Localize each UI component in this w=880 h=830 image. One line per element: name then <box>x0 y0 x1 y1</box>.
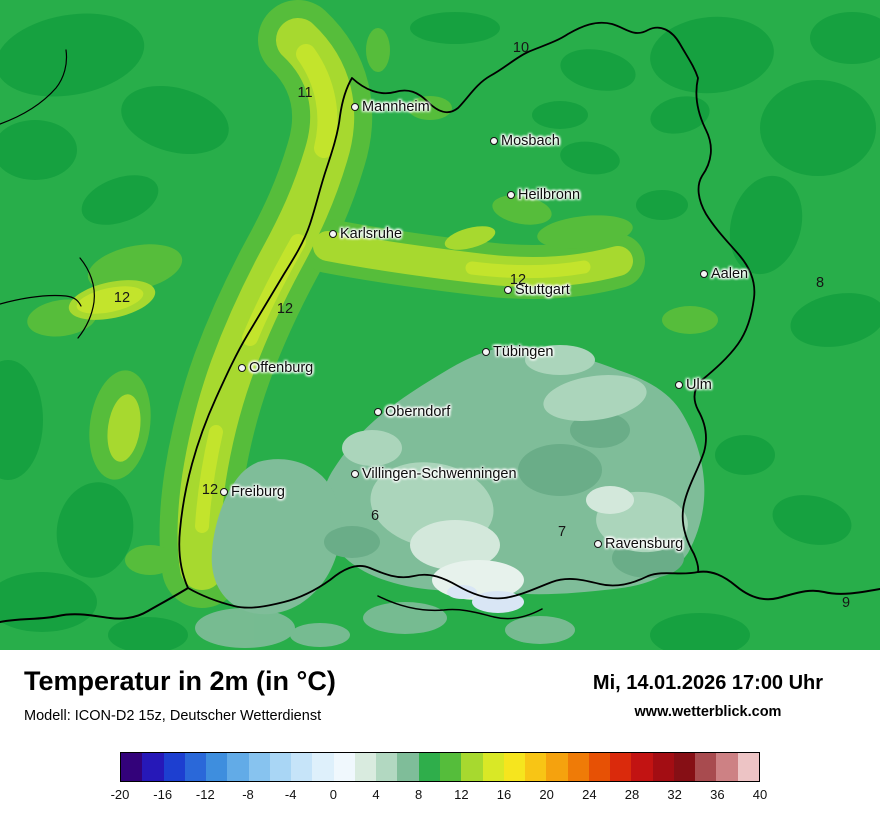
datetime-label: Mi, 14.01.2026 17:00 Uhr <box>592 672 824 694</box>
legend-color-cell <box>121 753 143 781</box>
legend-color-cell <box>418 753 440 781</box>
legend-tick-label: 20 <box>539 787 554 802</box>
map-title: Temperatur in 2m (in °C) <box>24 666 336 696</box>
cold-grayish-regions <box>195 345 705 648</box>
model-info: Modell: ICON-D2 15z, Deutscher Wetterdie… <box>24 708 322 724</box>
legend-color-cell <box>461 753 483 781</box>
legend-color-cell <box>673 753 696 781</box>
legend-color-cell <box>184 753 207 781</box>
legend-color-cell <box>227 753 249 781</box>
map-footer: Temperatur in 2m (in °C) Modell: ICON-D2… <box>0 650 880 830</box>
legend-color-bar <box>120 752 760 782</box>
legend-tick-label: 4 <box>372 787 380 802</box>
legend-tick-label: 12 <box>454 787 469 802</box>
temperature-map: Mannheim Mosbach Heilbronn Karlsruhe Stuttga… <box>0 0 880 650</box>
temperature-map-svg <box>0 0 880 650</box>
legend-color-cell <box>652 753 674 781</box>
legend-tick-label: 0 <box>329 787 337 802</box>
legend-color-cell <box>312 753 334 781</box>
color-scale-legend: -20 -16 -12 -8 -4 0 4 8 12 16 20 24 28 32 36 40 <box>111 752 768 805</box>
legend-color-cell <box>333 753 355 781</box>
legend-tick-label: 24 <box>582 787 597 802</box>
legend-color-cell <box>610 753 632 781</box>
legend-color-cell <box>376 753 398 781</box>
legend-tick-label: -4 <box>284 787 297 802</box>
legend-color-cell <box>291 753 313 781</box>
legend-tick-label: 32 <box>667 787 682 802</box>
legend-tick-label: -20 <box>110 787 130 802</box>
legend-tick-label: 16 <box>496 787 512 802</box>
legend-color-cell <box>567 753 589 781</box>
legend-color-cell <box>546 753 568 781</box>
border-lines <box>0 21 880 623</box>
legend-color-cell <box>397 753 419 781</box>
legend-color-cell <box>248 753 270 781</box>
legend-tick-label: -16 <box>153 787 173 802</box>
legend-color-cell <box>439 753 462 781</box>
legend-tick-label: -12 <box>195 787 215 802</box>
legend-color-cell <box>354 753 377 781</box>
website-label: www.wetterblick.com <box>634 704 782 720</box>
legend-color-cell <box>695 753 717 781</box>
legend-color-cell <box>206 753 228 781</box>
legend-color-cell <box>163 753 185 781</box>
legend-tick-label: 28 <box>624 787 640 802</box>
legend-color-cell <box>142 753 164 781</box>
legend-color-cell <box>525 753 547 781</box>
legend-tick-label: 8 <box>415 787 423 802</box>
legend-tick-label: -8 <box>242 787 254 802</box>
legend-tick-label: 40 <box>752 787 768 802</box>
legend-color-cell <box>503 753 526 781</box>
legend-color-cell <box>631 753 653 781</box>
legend-color-cell <box>716 753 738 781</box>
yellow-green-bands <box>68 18 633 590</box>
legend-color-cell <box>588 753 611 781</box>
legend-tick-label: 36 <box>710 787 725 802</box>
legend-color-cell <box>269 753 292 781</box>
dark-green-patches <box>0 12 880 650</box>
legend-color-cell <box>482 753 504 781</box>
legend-color-cell <box>737 753 759 781</box>
footer-right-block: Mi, 14.01.2026 17:00 Uhr www.wetterblick… <box>558 672 858 720</box>
legend-tick-row: -20 -16 -12 -8 -4 0 4 8 12 16 20 24 28 32 36 40 <box>111 787 768 805</box>
